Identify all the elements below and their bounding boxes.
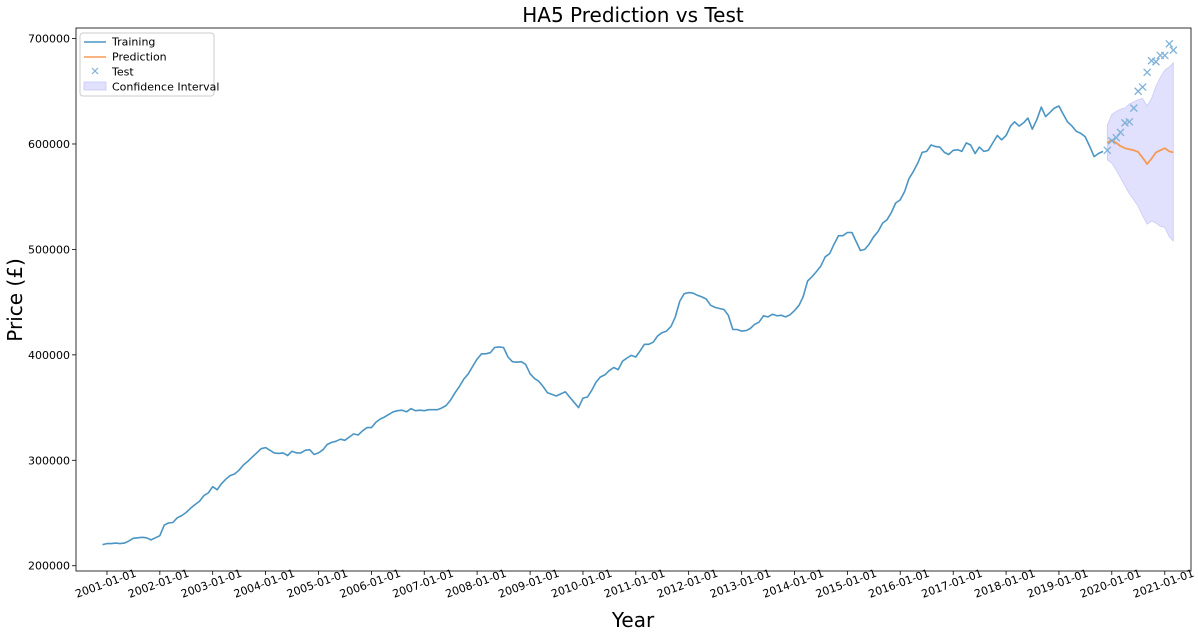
test-point	[1138, 83, 1147, 92]
legend-test-label: Test	[111, 66, 134, 79]
test-point	[1160, 51, 1169, 60]
test-point	[1103, 146, 1112, 155]
legend-training-label: Training	[111, 36, 155, 49]
chart-title: HA5 Prediction vs Test	[522, 3, 744, 27]
confidence-interval-band	[1106, 61, 1174, 242]
plot-area	[75, 27, 1192, 572]
x-axis-ticks: 2001-01-012002-01-012003-01-012004-01-01…	[74, 567, 1196, 601]
legend-test-swatch	[91, 67, 99, 75]
y-axis-label: Price (£)	[3, 258, 27, 341]
y-tick-label: 300000	[28, 454, 70, 467]
test-points-layer	[1103, 39, 1178, 155]
test-point	[1116, 128, 1125, 137]
legend-confidence-label: Confidence Interval	[112, 81, 219, 94]
x-tick-label: 2021-01-01	[1131, 567, 1196, 601]
y-tick-label: 700000	[28, 33, 70, 46]
legend-confidence-swatch	[83, 81, 107, 91]
test-point	[1169, 46, 1178, 55]
y-tick-label: 500000	[28, 243, 70, 256]
test-point	[1107, 136, 1116, 145]
test-point	[1125, 117, 1134, 126]
test-point	[1129, 104, 1138, 113]
legend-frame	[79, 32, 215, 97]
legend-prediction-label: Prediction	[112, 51, 167, 64]
y-tick-label: 400000	[28, 349, 70, 362]
training-line	[102, 105, 1104, 546]
prediction-line	[1106, 138, 1174, 165]
x-axis-label: Year	[611, 608, 655, 632]
plot-frame	[75, 27, 1192, 572]
y-tick-label: 200000	[28, 560, 70, 573]
test-point	[1151, 57, 1160, 66]
legend: Training Prediction Test Confidence Inte…	[79, 32, 219, 97]
test-point	[1143, 68, 1152, 77]
line-layer	[102, 105, 1174, 546]
test-point	[1112, 133, 1121, 142]
y-tick-label: 600000	[28, 138, 70, 151]
test-point	[1165, 39, 1174, 48]
confidence-band-layer	[1106, 61, 1174, 242]
y-axis-ticks: 200000 300000 400000 500000 600000 700000	[28, 33, 76, 573]
